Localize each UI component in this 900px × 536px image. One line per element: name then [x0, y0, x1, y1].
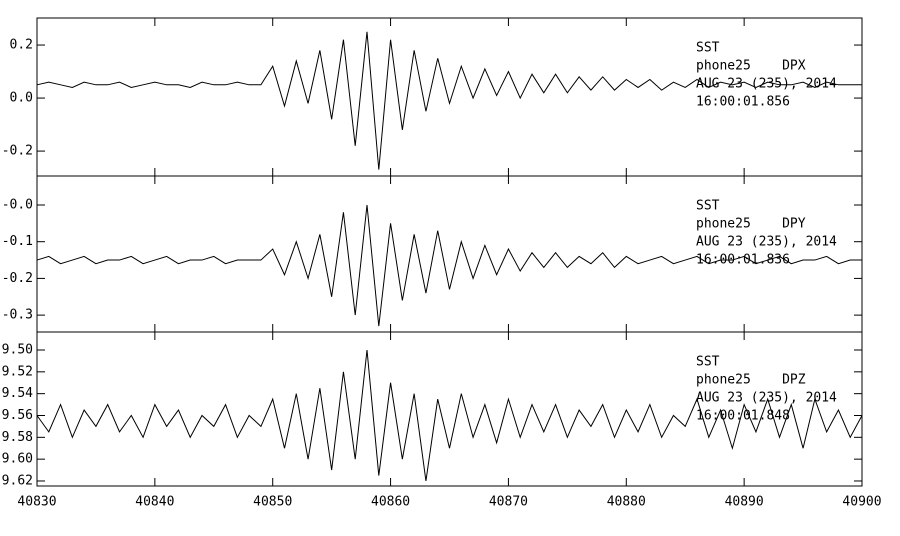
- waveform: [36, 204, 862, 327]
- trace-annotation: SST: [696, 41, 720, 56]
- y-tick-label: -0.2: [2, 144, 33, 159]
- waveform: [36, 31, 862, 170]
- y-tick-label: -0.1: [2, 234, 33, 249]
- y-tick-label: 0.0: [10, 91, 33, 106]
- y-tick-label: -9.54: [0, 386, 33, 401]
- trace-annotation: 16:00:01.848: [696, 409, 790, 424]
- y-tick-label: -9.56: [0, 408, 33, 423]
- x-tick-label: 40880: [607, 495, 646, 510]
- trace-annotation: AUG 23 (235), 2014: [696, 77, 837, 92]
- y-tick-label: -0.2: [2, 271, 33, 286]
- trace-annotation: 16:00:01.856: [696, 95, 790, 110]
- y-tick-label: -9.60: [0, 452, 33, 467]
- trace-annotation: phone25 DPZ: [696, 373, 806, 388]
- x-tick-label: 40870: [489, 495, 528, 510]
- trace-annotation: phone25 DPX: [696, 59, 806, 74]
- y-tick-label: -9.52: [0, 364, 33, 379]
- trace-annotation: phone25 DPY: [696, 217, 806, 232]
- y-tick-label: 0.2: [10, 38, 33, 53]
- waveform: [36, 349, 863, 482]
- x-tick-label: 40860: [371, 495, 410, 510]
- y-tick-label: -0.0: [2, 197, 33, 212]
- x-tick-label: 40890: [725, 495, 764, 510]
- x-tick-label: 40840: [135, 495, 174, 510]
- x-tick-label: 40830: [17, 495, 56, 510]
- y-tick-label: -9.62: [0, 473, 33, 488]
- trace-annotation: AUG 23 (235), 2014: [696, 391, 837, 406]
- x-tick-label: 40900: [842, 495, 881, 510]
- trace-annotation: SST: [696, 355, 720, 370]
- panel-frame: [36, 331, 863, 487]
- trace-annotation: SST: [696, 199, 720, 214]
- y-tick-label: -9.58: [0, 430, 33, 445]
- trace-annotation: AUG 23 (235), 2014: [696, 235, 837, 250]
- x-tick-label: 40850: [253, 495, 292, 510]
- y-tick-label: -0.3: [2, 308, 33, 323]
- trace-annotation: 16:00:01.836: [696, 253, 790, 268]
- y-tick-label: -9.50: [0, 343, 33, 358]
